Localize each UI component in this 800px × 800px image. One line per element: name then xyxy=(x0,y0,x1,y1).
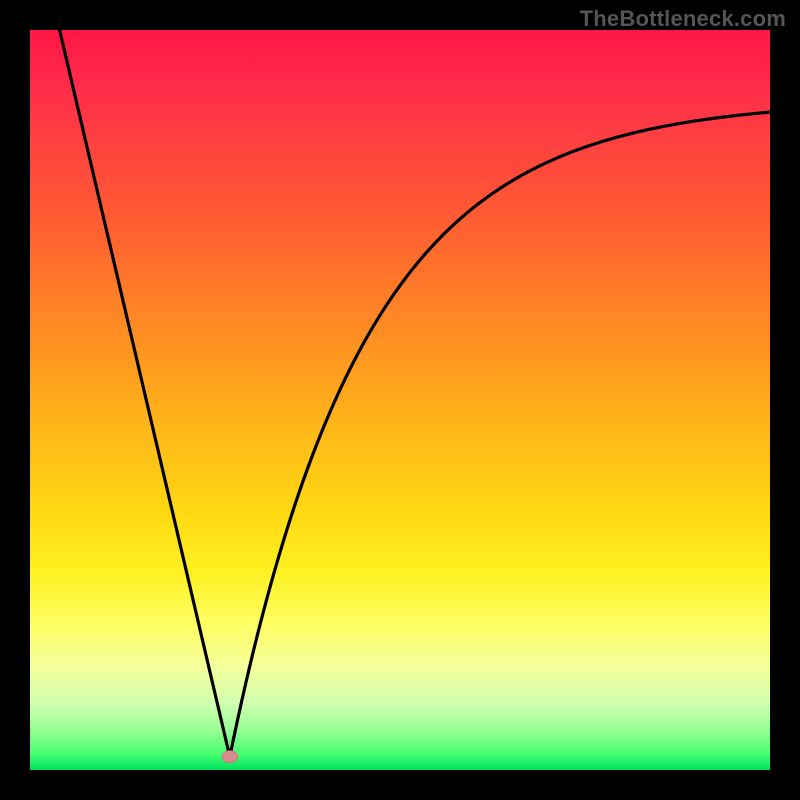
minimum-marker xyxy=(222,751,238,763)
plot-background xyxy=(30,30,770,770)
chart-frame: TheBottleneck.com xyxy=(0,0,800,800)
bottleneck-chart xyxy=(0,0,800,800)
